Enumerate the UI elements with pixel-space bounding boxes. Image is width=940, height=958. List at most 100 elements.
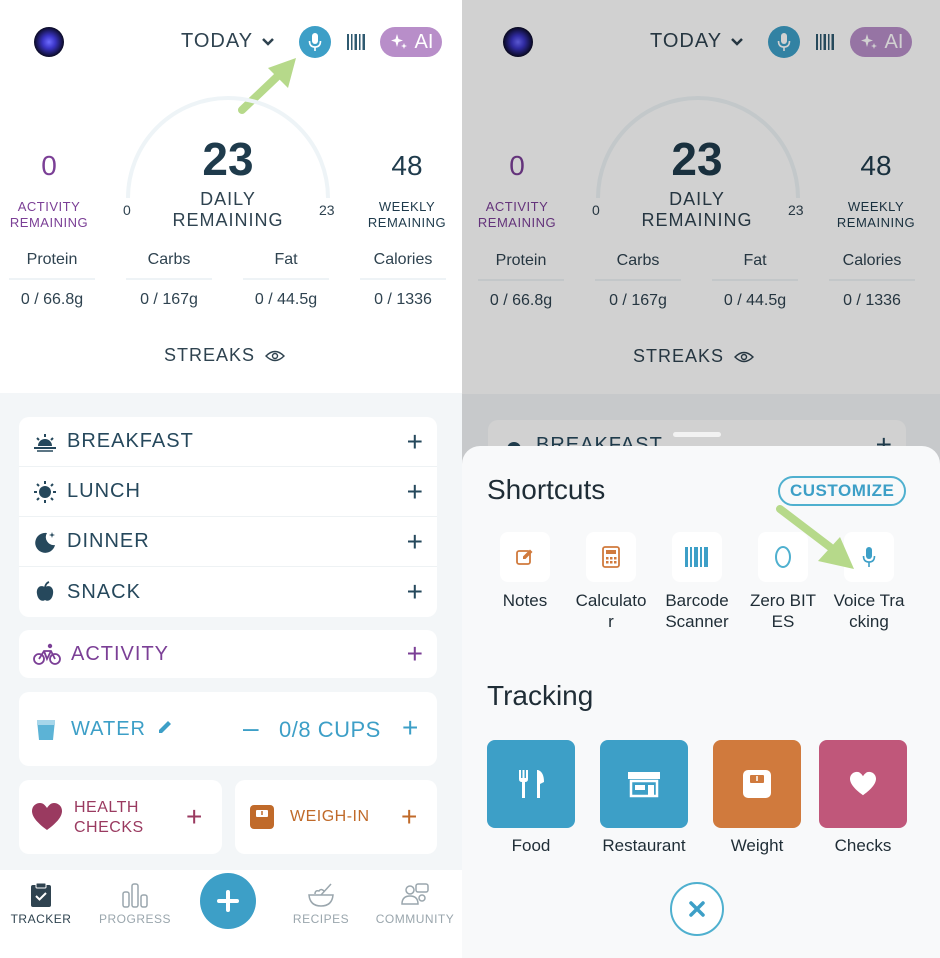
streaks-toggle[interactable]: STREAKS <box>164 345 286 366</box>
macro-fat-value: 0 / 44.5g <box>723 292 787 309</box>
shortcuts-sheet: Shortcuts CUSTOMIZE Notes Calculator Bar… <box>462 446 940 958</box>
macro-divider <box>126 278 212 280</box>
sheet-grabber[interactable] <box>673 432 721 437</box>
date-label: TODAY <box>181 30 254 52</box>
track-weight-button[interactable] <box>713 740 801 828</box>
add-breakfast-button[interactable]: + <box>406 425 423 457</box>
utensils-icon <box>519 770 544 798</box>
close-sheet-button[interactable] <box>670 882 724 936</box>
macro-carbs-value: 0 / 167g <box>140 291 198 308</box>
macro-fat-label: Fat <box>274 251 298 268</box>
streaks-label: STREAKS <box>633 346 725 366</box>
bar-chart-icon <box>122 883 148 908</box>
track-food-button[interactable] <box>487 740 575 828</box>
clipboard-icon <box>31 882 51 907</box>
date-label: TODAY <box>650 30 723 52</box>
track-restaurant-button[interactable] <box>600 740 688 828</box>
mic-icon <box>308 33 322 51</box>
profile-avatar[interactable] <box>503 27 533 57</box>
meal-label-breakfast: BREAKFAST <box>67 430 194 452</box>
macro-divider <box>712 279 798 281</box>
add-entry-button[interactable] <box>200 873 256 929</box>
gauge-min: 0 <box>123 202 131 218</box>
shortcut-voice-tile <box>844 532 894 582</box>
add-lunch-button[interactable]: + <box>406 475 423 507</box>
ai-label: AI <box>884 30 904 53</box>
daily-remaining-value: 23 <box>202 133 254 185</box>
barcode-button[interactable] <box>810 27 840 57</box>
nav-community[interactable]: COMMUNITY <box>370 882 460 926</box>
health-checks-card[interactable]: HEALTH CHECKS + <box>19 780 222 854</box>
meal-label-dinner: DINNER <box>67 530 150 552</box>
heart-icon <box>850 771 876 796</box>
add-weigh-in-button[interactable]: + <box>401 801 418 832</box>
nav-tracker-label: TRACKER <box>10 912 72 926</box>
shortcut-notes[interactable]: Notes <box>481 532 569 611</box>
weigh-in-card[interactable]: WEIGH-IN + <box>235 780 437 854</box>
water-card: WATER – 0/8 CUPS + <box>19 692 437 766</box>
macro-carbs-label: Carbs <box>147 251 191 268</box>
add-activity-button[interactable]: + <box>406 638 423 669</box>
add-dinner-button[interactable]: + <box>406 525 423 557</box>
activity-remaining-label: ACTIVITY REMAINING <box>9 199 89 230</box>
streaks-label: STREAKS <box>164 345 256 365</box>
nav-recipes[interactable]: RECIPES <box>288 882 354 926</box>
edit-icon <box>516 549 533 565</box>
shortcut-barcode-scanner[interactable]: Barcode Scanner <box>653 532 741 632</box>
date-selector[interactable]: TODAY <box>181 30 275 53</box>
mic-icon <box>862 547 876 567</box>
arrow-annotation-icon <box>776 505 854 569</box>
meal-row-breakfast[interactable]: BREAKFAST + <box>19 417 437 467</box>
barcode-button[interactable] <box>341 27 371 57</box>
ai-button[interactable]: AI <box>850 27 912 57</box>
shortcut-calculator-tile <box>586 532 636 582</box>
meal-row-lunch[interactable]: LUNCH + <box>19 467 437 517</box>
add-snack-button[interactable]: + <box>406 576 423 607</box>
daily-remaining-value: 23 <box>671 133 723 185</box>
shortcut-zero-bites[interactable]: Zero BITES <box>739 532 827 632</box>
macro-carbs-value: 0 / 167g <box>609 292 667 309</box>
macro-protein-label: Protein <box>495 252 547 269</box>
date-selector[interactable]: TODAY <box>650 30 744 53</box>
customize-button[interactable]: CUSTOMIZE <box>778 476 907 506</box>
gauge-min: 0 <box>592 202 600 218</box>
water-count: 0/8 CUPS <box>279 717 381 742</box>
add-health-check-button[interactable]: + <box>186 801 203 832</box>
daily-gauge-arc <box>126 96 330 199</box>
track-weight-label: Weight <box>730 836 784 855</box>
ai-button[interactable]: AI <box>380 27 442 57</box>
meal-row-snack[interactable]: SNACK + <box>19 567 437 617</box>
voice-tracking-button[interactable] <box>768 26 800 58</box>
water-decrement-button[interactable]: – <box>243 712 259 743</box>
activity-remaining-value: 0 <box>41 150 57 181</box>
moon-icon <box>35 531 55 553</box>
plus-icon <box>217 890 239 912</box>
sparkle-icon <box>860 34 877 49</box>
daily-remaining-label: DAILY REMAINING <box>172 189 284 230</box>
shortcut-zero-bites-tile <box>758 532 808 582</box>
weekly-remaining-value: 48 <box>391 150 423 181</box>
meal-row-dinner[interactable]: DINNER + <box>19 517 437 567</box>
streaks-toggle[interactable]: STREAKS <box>633 346 755 367</box>
scale-icon <box>250 805 274 829</box>
nav-progress[interactable]: PROGRESS <box>97 882 173 926</box>
sunrise-icon <box>34 433 56 452</box>
shortcut-voice-tracking[interactable]: Voice Tracking <box>825 532 913 632</box>
bottom-nav: TRACKER PROGRESS RECIPES COMMUNITY <box>0 870 462 958</box>
shortcut-calculator[interactable]: Calculator <box>567 532 655 632</box>
tracking-title: Tracking <box>487 680 594 711</box>
weekly-remaining-value: 48 <box>860 150 892 181</box>
macro-calories-value: 0 / 1336 <box>374 291 432 308</box>
edit-water-button[interactable] <box>156 718 174 741</box>
macro-divider <box>360 278 446 280</box>
nav-tracker[interactable]: TRACKER <box>6 882 76 926</box>
macro-calories-label: Calories <box>373 251 433 268</box>
daily-remaining-label: DAILY REMAINING <box>641 189 753 230</box>
voice-tracking-button[interactable] <box>299 26 331 58</box>
track-checks-button[interactable] <box>819 740 907 828</box>
health-checks-label: HEALTH CHECKS <box>74 799 144 836</box>
profile-avatar[interactable] <box>34 27 64 57</box>
activity-card[interactable]: ACTIVITY + <box>19 630 437 678</box>
water-increment-button[interactable]: + <box>402 712 419 743</box>
shortcut-notes-label: Notes <box>502 591 548 610</box>
